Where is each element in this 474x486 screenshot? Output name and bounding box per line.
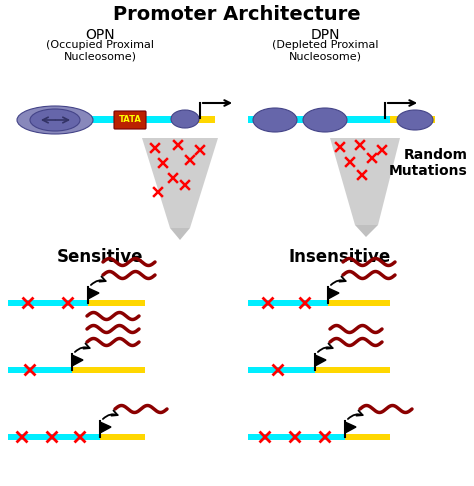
Ellipse shape: [171, 110, 199, 128]
Text: Sensitive: Sensitive: [57, 248, 143, 266]
Bar: [390, 117, 435, 123]
Polygon shape: [72, 355, 83, 366]
Polygon shape: [315, 355, 326, 366]
Text: (Depleted Proximal
Nucleosome): (Depleted Proximal Nucleosome): [272, 40, 378, 62]
Bar: [72, 367, 145, 373]
Bar: [248, 117, 435, 123]
Bar: [100, 434, 145, 440]
Polygon shape: [142, 138, 218, 228]
Bar: [315, 367, 390, 373]
Text: Random
Mutations: Random Mutations: [389, 148, 468, 178]
Ellipse shape: [397, 110, 433, 130]
Text: Promoter Architecture: Promoter Architecture: [113, 5, 361, 24]
Bar: [8, 367, 145, 373]
Text: OPN: OPN: [85, 28, 115, 42]
Bar: [8, 300, 145, 306]
Ellipse shape: [253, 108, 297, 132]
Bar: [345, 434, 390, 440]
Bar: [248, 434, 390, 440]
Bar: [328, 300, 390, 306]
Text: Insensitive: Insensitive: [289, 248, 391, 266]
Polygon shape: [88, 288, 99, 299]
Polygon shape: [100, 422, 111, 433]
Text: (Occupied Proximal
Nucleosome): (Occupied Proximal Nucleosome): [46, 40, 154, 62]
Polygon shape: [170, 228, 190, 240]
Bar: [248, 300, 390, 306]
FancyBboxPatch shape: [114, 111, 146, 129]
Polygon shape: [345, 422, 356, 433]
Bar: [248, 367, 390, 373]
Text: TATA: TATA: [118, 116, 141, 124]
Ellipse shape: [30, 109, 80, 131]
Polygon shape: [328, 288, 339, 299]
Bar: [188, 117, 215, 123]
Polygon shape: [330, 138, 400, 225]
Ellipse shape: [303, 108, 347, 132]
Bar: [8, 434, 145, 440]
Polygon shape: [355, 225, 378, 237]
Bar: [18, 117, 215, 123]
Bar: [88, 300, 145, 306]
Ellipse shape: [17, 106, 93, 134]
Text: DPN: DPN: [310, 28, 340, 42]
